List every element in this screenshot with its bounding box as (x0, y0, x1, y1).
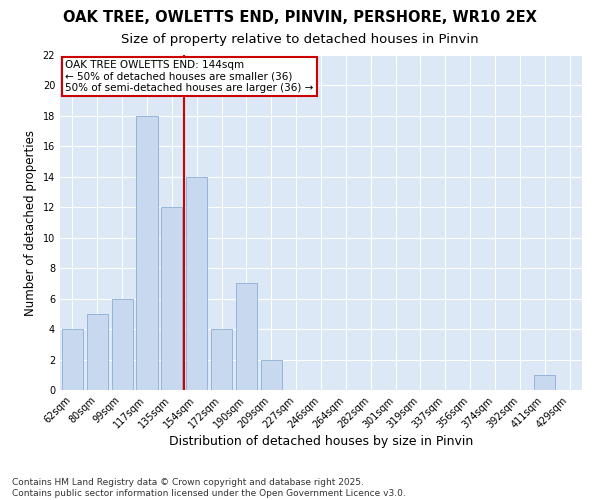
Bar (211, 329, 232, 390)
Bar (136, 116, 158, 390)
Bar (236, 284, 257, 390)
Bar (161, 208, 182, 390)
Text: Contains HM Land Registry data © Crown copyright and database right 2025.
Contai: Contains HM Land Registry data © Crown c… (12, 478, 406, 498)
Bar (112, 298, 133, 390)
Y-axis label: Number of detached properties: Number of detached properties (24, 130, 37, 316)
Text: Size of property relative to detached houses in Pinvin: Size of property relative to detached ho… (121, 32, 479, 46)
X-axis label: Distribution of detached houses by size in Pinvin: Distribution of detached houses by size … (169, 436, 473, 448)
Bar (261, 360, 282, 390)
Bar (534, 375, 555, 390)
Text: OAK TREE OWLETTS END: 144sqm
← 50% of detached houses are smaller (36)
50% of se: OAK TREE OWLETTS END: 144sqm ← 50% of de… (65, 60, 314, 93)
Bar (186, 177, 207, 390)
Bar (87, 314, 108, 390)
Bar (62, 329, 83, 390)
Text: OAK TREE, OWLETTS END, PINVIN, PERSHORE, WR10 2EX: OAK TREE, OWLETTS END, PINVIN, PERSHORE,… (63, 10, 537, 25)
